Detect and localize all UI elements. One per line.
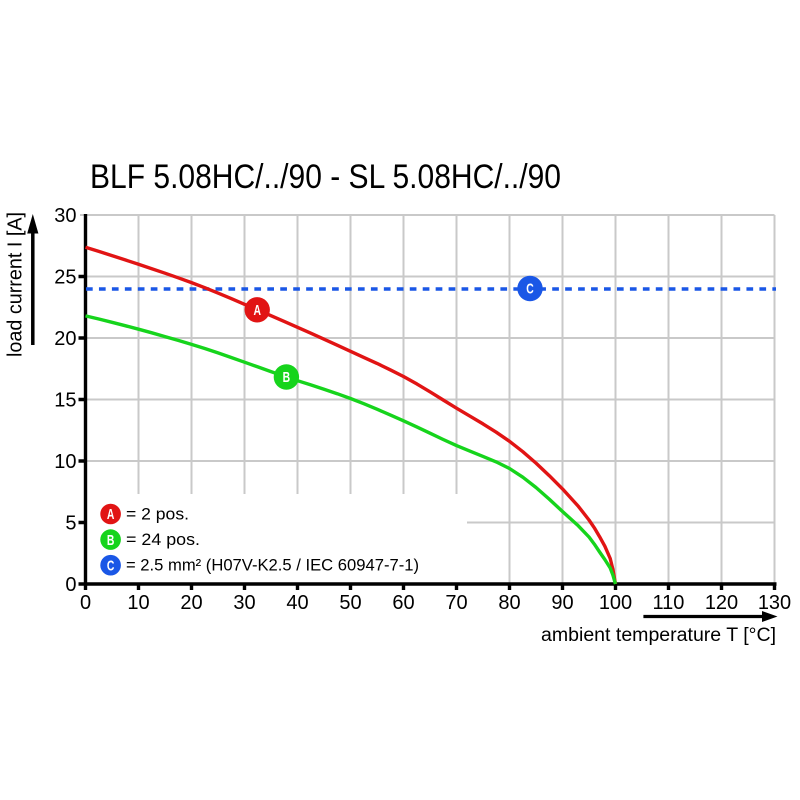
svg-text:25: 25	[54, 267, 76, 289]
svg-text:30: 30	[54, 205, 76, 227]
svg-text:A: A	[253, 303, 261, 319]
svg-text:0: 0	[80, 592, 91, 614]
svg-text:BLF 5.08HC/../90 - SL 5.08HC/.: BLF 5.08HC/../90 - SL 5.08HC/../90	[90, 158, 561, 196]
svg-text:40: 40	[286, 592, 308, 614]
svg-text:load current I [A]: load current I [A]	[5, 212, 27, 357]
svg-text:B: B	[283, 370, 291, 386]
svg-text:B: B	[107, 533, 115, 549]
svg-text:120: 120	[705, 592, 738, 614]
svg-text:A: A	[107, 507, 115, 523]
svg-text:15: 15	[54, 390, 76, 412]
svg-text:130: 130	[758, 592, 791, 614]
svg-text:50: 50	[339, 592, 361, 614]
svg-text:= 24 pos.: = 24 pos.	[126, 531, 200, 549]
svg-text:90: 90	[551, 592, 573, 614]
svg-text:60: 60	[392, 592, 414, 614]
svg-text:100: 100	[599, 592, 632, 614]
svg-text:10: 10	[127, 592, 149, 614]
svg-text:C: C	[526, 282, 534, 298]
svg-text:= 2.5 mm² (H07V-K2.5 / IEC 609: = 2.5 mm² (H07V-K2.5 / IEC 60947-7-1)	[126, 557, 419, 575]
svg-text:110: 110	[653, 592, 685, 614]
svg-text:30: 30	[233, 592, 255, 614]
svg-text:80: 80	[498, 592, 520, 614]
svg-text:70: 70	[445, 592, 467, 614]
svg-text:ambient temperature T [°C]: ambient temperature T [°C]	[541, 625, 776, 646]
svg-text:10: 10	[54, 451, 76, 473]
svg-text:20: 20	[180, 592, 202, 614]
svg-text:5: 5	[65, 513, 76, 535]
svg-text:20: 20	[54, 328, 76, 350]
svg-text:= 2 pos.: = 2 pos.	[126, 505, 189, 523]
svg-text:0: 0	[65, 574, 76, 596]
svg-text:C: C	[107, 558, 115, 574]
